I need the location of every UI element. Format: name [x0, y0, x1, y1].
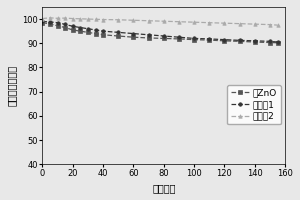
- 实施例2: [56, 17, 59, 20]
- 实施例1: [223, 38, 226, 41]
- 实施例2: [192, 21, 196, 23]
- 实施例1: [116, 31, 120, 34]
- 实施例2: [268, 23, 272, 26]
- 实施例1: [132, 32, 135, 35]
- Legend: 无ZnO, 实施例1, 实施例2: 无ZnO, 实施例1, 实施例2: [227, 85, 280, 124]
- 实施例1: [147, 34, 150, 36]
- Line: 无ZnO: 无ZnO: [41, 21, 279, 45]
- 无ZnO: [208, 39, 211, 41]
- 无ZnO: [71, 29, 75, 31]
- 无ZnO: [162, 37, 166, 40]
- 实施例2: [79, 18, 82, 20]
- 无ZnO: [79, 30, 82, 32]
- 实施例2: [86, 18, 90, 20]
- 无ZnO: [177, 38, 181, 40]
- 实施例2: [63, 17, 67, 19]
- 实施例1: [238, 39, 242, 42]
- 无ZnO: [253, 41, 256, 43]
- 实施例2: [177, 21, 181, 23]
- 无ZnO: [40, 21, 44, 24]
- 实施例1: [94, 29, 97, 31]
- 无ZnO: [116, 35, 120, 37]
- 无ZnO: [56, 25, 59, 27]
- 实施例1: [208, 38, 211, 40]
- 实施例2: [71, 17, 75, 20]
- Line: 实施例2: 实施例2: [41, 16, 279, 27]
- 无ZnO: [86, 31, 90, 34]
- 实施例1: [63, 23, 67, 26]
- 实施例1: [40, 20, 44, 23]
- 实施例1: [192, 37, 196, 40]
- 无ZnO: [48, 23, 52, 25]
- 实施例2: [40, 17, 44, 20]
- 无ZnO: [101, 34, 105, 36]
- 实施例1: [86, 28, 90, 30]
- 实施例2: [276, 24, 279, 26]
- 无ZnO: [268, 41, 272, 44]
- 实施例1: [177, 36, 181, 38]
- 实施例1: [71, 25, 75, 28]
- 实施例2: [101, 18, 105, 21]
- 无ZnO: [147, 37, 150, 39]
- 实施例1: [253, 40, 256, 42]
- 实施例2: [94, 18, 97, 20]
- 实施例2: [162, 20, 166, 22]
- 实施例1: [162, 35, 166, 37]
- Line: 实施例1: 实施例1: [41, 20, 279, 44]
- 实施例1: [79, 26, 82, 29]
- 实施例2: [116, 19, 120, 21]
- 实施例1: [56, 21, 59, 24]
- 实施例2: [253, 23, 256, 25]
- 实施例2: [208, 21, 211, 24]
- X-axis label: 循环次数: 循环次数: [152, 183, 175, 193]
- 实施例2: [147, 20, 150, 22]
- Y-axis label: 放电容量百分比: 放电容量百分比: [7, 65, 17, 106]
- 实施例2: [223, 22, 226, 24]
- 无ZnO: [94, 32, 97, 35]
- 实施例2: [48, 17, 52, 19]
- 实施例1: [101, 30, 105, 32]
- 无ZnO: [63, 26, 67, 29]
- 无ZnO: [223, 40, 226, 42]
- 实施例1: [276, 41, 279, 43]
- 实施例1: [268, 40, 272, 43]
- 无ZnO: [192, 38, 196, 41]
- 实施例2: [238, 22, 242, 25]
- 实施例1: [48, 21, 52, 23]
- 实施例2: [132, 19, 135, 21]
- 无ZnO: [238, 40, 242, 43]
- 无ZnO: [276, 42, 279, 44]
- 无ZnO: [132, 36, 135, 38]
